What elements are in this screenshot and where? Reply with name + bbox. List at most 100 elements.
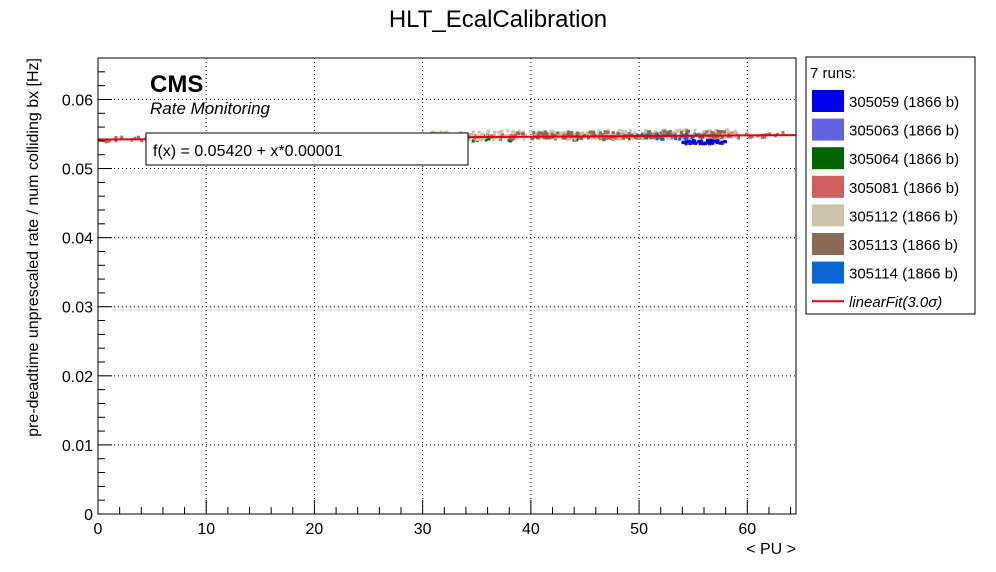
- data-point: [633, 131, 637, 135]
- data-point: [581, 131, 585, 135]
- data-point: [603, 130, 607, 134]
- y-tick-label: 0.03: [62, 300, 93, 317]
- data-point: [586, 133, 590, 137]
- data-point: [628, 137, 632, 141]
- data-point: [136, 135, 140, 139]
- data-point: [702, 129, 706, 133]
- data-point: [705, 141, 709, 145]
- data-point: [725, 128, 729, 132]
- data-point: [566, 130, 570, 134]
- x-tick-label: 20: [306, 521, 324, 538]
- legend-label: 305064 (1866 b): [849, 151, 959, 168]
- data-point: [733, 129, 737, 133]
- data-point: [617, 137, 621, 141]
- data-point: [727, 131, 731, 135]
- data-point: [619, 136, 623, 140]
- data-point: [652, 135, 656, 139]
- data-point: [665, 130, 669, 134]
- data-point: [563, 132, 567, 136]
- legend-header: 7 runs:: [810, 65, 856, 82]
- data-point: [480, 133, 484, 137]
- data-point: [587, 136, 591, 140]
- data-point: [707, 141, 711, 145]
- data-point: [601, 136, 605, 140]
- data-point: [471, 139, 475, 143]
- y-tick-label: 0.05: [62, 162, 93, 179]
- data-point: [514, 131, 518, 135]
- data-point: [530, 137, 534, 141]
- data-point: [686, 129, 690, 133]
- cms-label: CMS: [150, 71, 203, 98]
- data-point: [606, 128, 610, 132]
- data-point: [724, 130, 728, 134]
- data-point: [705, 130, 709, 134]
- data-point: [481, 136, 485, 140]
- data-point: [108, 139, 112, 143]
- data-point: [542, 132, 546, 136]
- x-tick-label: 40: [522, 521, 540, 538]
- data-point: [458, 130, 462, 134]
- data-point: [492, 132, 496, 136]
- data-point: [610, 133, 614, 137]
- data-point: [528, 129, 532, 133]
- data-point: [699, 135, 703, 139]
- data-point: [541, 130, 545, 134]
- data-point: [677, 137, 681, 141]
- data-point: [120, 135, 124, 139]
- data-point: [733, 131, 737, 135]
- data-point: [500, 133, 504, 137]
- data-point: [517, 129, 521, 133]
- data-point: [690, 136, 694, 140]
- legend-swatch: [812, 204, 844, 227]
- data-point: [553, 130, 557, 134]
- legend-fit-label: linearFit(3.0σ): [849, 294, 942, 311]
- data-point: [723, 130, 727, 134]
- data-point: [579, 133, 583, 137]
- data-point: [635, 136, 639, 140]
- data-point: [605, 136, 609, 140]
- legend-label: 305059 (1866 b): [849, 94, 959, 111]
- data-point: [710, 141, 714, 145]
- data-point: [583, 133, 587, 137]
- data-point: [716, 132, 720, 136]
- data-point: [704, 132, 708, 136]
- data-point: [550, 132, 554, 136]
- data-point: [723, 140, 727, 144]
- data-point: [674, 137, 678, 141]
- data-point: [597, 129, 601, 133]
- legend: 7 runs: 305059 (1866 b) 305063 (1866 b) 30…: [805, 56, 976, 315]
- data-point: [644, 130, 648, 134]
- data-point: [140, 139, 144, 143]
- x-tick-label: 60: [738, 521, 756, 538]
- data-point: [532, 131, 536, 135]
- data-point: [715, 141, 719, 145]
- data-point: [645, 136, 649, 140]
- data-point: [595, 132, 599, 136]
- data-point: [475, 138, 479, 142]
- data-point: [504, 134, 508, 138]
- data-point: [721, 131, 725, 135]
- data-point: [540, 131, 544, 135]
- data-point: [717, 135, 721, 139]
- fit-label: f(x) = 0.05420 + x*0.00001: [153, 143, 343, 160]
- x-tick-label: 10: [197, 521, 215, 538]
- data-point: [708, 135, 712, 139]
- data-point: [640, 133, 644, 137]
- legend-swatch: [812, 118, 844, 141]
- rate-monitoring-label: Rate Monitoring: [150, 99, 271, 118]
- data-point: [750, 135, 754, 139]
- data-point: [684, 139, 688, 143]
- data-point: [492, 138, 496, 142]
- data-point: [590, 132, 594, 136]
- data-point: [612, 135, 616, 139]
- data-point: [694, 141, 698, 145]
- data-point: [625, 135, 629, 139]
- legend-label: 305081 (1866 b): [849, 180, 959, 197]
- data-point: [562, 133, 566, 137]
- data-point: [594, 136, 598, 140]
- data-point: [713, 136, 717, 140]
- data-point: [718, 132, 722, 136]
- legend-label: 305063 (1866 b): [849, 123, 959, 140]
- data-point: [471, 130, 475, 134]
